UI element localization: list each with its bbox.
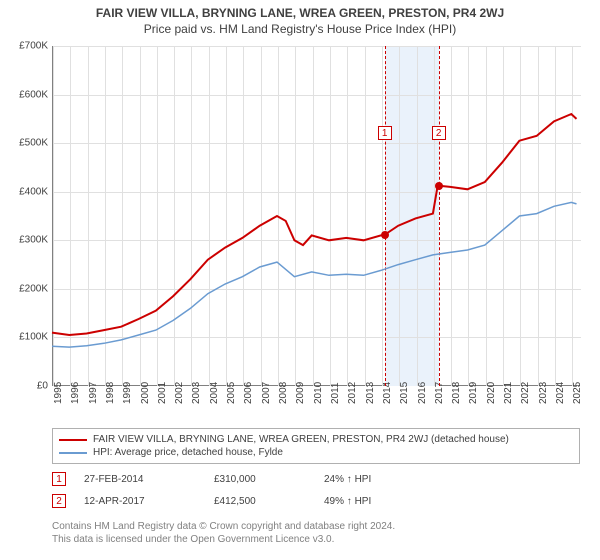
event-row: 2 12-APR-2017£412,50049% ↑ HPI (52, 490, 580, 512)
y-tick-label: £500K (19, 138, 48, 149)
event-row: 1 27-FEB-2014£310,00024% ↑ HPI (52, 468, 580, 490)
event-badge: 1 (52, 472, 66, 486)
legend-row: FAIR VIEW VILLA, BRYNING LANE, WREA GREE… (59, 433, 573, 446)
y-tick-label: £700K (19, 41, 48, 52)
event-hpi: 24% ↑ HPI (324, 474, 444, 485)
y-tick-label: £300K (19, 235, 48, 246)
legend: FAIR VIEW VILLA, BRYNING LANE, WREA GREE… (52, 428, 580, 464)
event-hpi: 49% ↑ HPI (324, 496, 444, 507)
y-tick-label: £0 (37, 381, 48, 392)
legend-label: HPI: Average price, detached house, Fyld… (93, 447, 283, 458)
footer-line-1: Contains HM Land Registry data © Crown c… (52, 520, 580, 533)
y-tick-label: £400K (19, 186, 48, 197)
chart-subtitle: Price paid vs. HM Land Registry's House … (0, 20, 600, 38)
event-price: £310,000 (214, 474, 324, 485)
event-table: 1 27-FEB-2014£310,00024% ↑ HPI 2 12-APR-201… (52, 468, 580, 512)
chart-title: FAIR VIEW VILLA, BRYNING LANE, WREA GREE… (0, 0, 600, 20)
event-badge: 2 (52, 494, 66, 508)
series-line (52, 202, 577, 347)
chart-container: FAIR VIEW VILLA, BRYNING LANE, WREA GREE… (0, 0, 600, 560)
footer-attribution: Contains HM Land Registry data © Crown c… (52, 520, 580, 546)
y-tick-label: £200K (19, 283, 48, 294)
footer-line-2: This data is licensed under the Open Gov… (52, 533, 580, 546)
plot-area: £0£100K£200K£300K£400K£500K£600K£700K199… (52, 46, 580, 386)
legend-swatch (59, 452, 87, 454)
event-date: 12-APR-2017 (84, 496, 214, 507)
event-date: 27-FEB-2014 (84, 474, 214, 485)
y-tick-label: £100K (19, 332, 48, 343)
legend-row: HPI: Average price, detached house, Fyld… (59, 446, 573, 459)
legend-label: FAIR VIEW VILLA, BRYNING LANE, WREA GREE… (93, 434, 509, 445)
line-series (52, 46, 580, 386)
series-line (52, 114, 577, 335)
y-tick-label: £600K (19, 89, 48, 100)
legend-swatch (59, 439, 87, 441)
event-price: £412,500 (214, 496, 324, 507)
